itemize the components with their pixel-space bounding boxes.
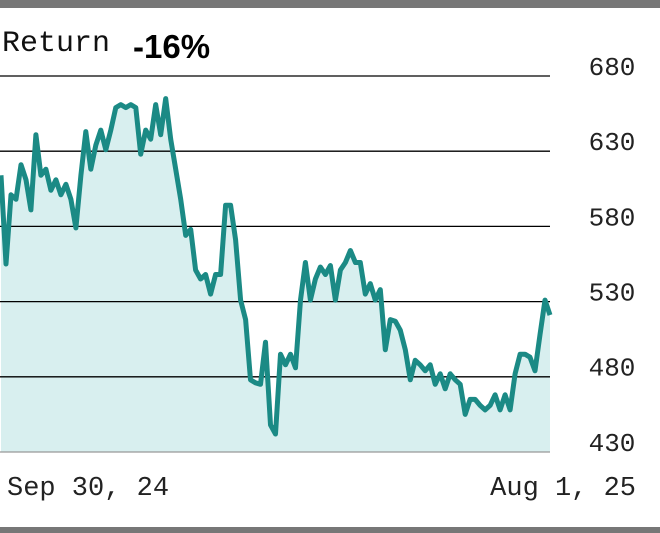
return-value: -16% [133,28,210,65]
top-border [0,0,660,8]
y-tick-label: 680 [589,53,636,83]
bottom-border [0,527,660,533]
y-tick-label: 580 [589,203,636,233]
chart-title: Return [2,27,110,61]
y-tick-label: 480 [589,354,636,384]
y-tick-label: 530 [589,278,636,308]
y-tick-label: 630 [589,128,636,158]
price-line [0,96,553,437]
x-tick-label: Sep 30, 24 [7,474,169,504]
y-tick-label: 430 [589,429,636,459]
area-fill [1,98,550,452]
x-tick-label: Aug 1, 25 [490,474,636,504]
